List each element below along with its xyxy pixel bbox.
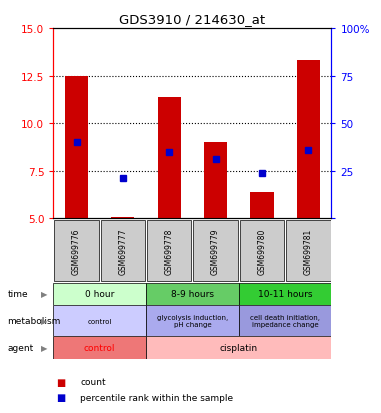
Text: cell death initiation,
impedance change: cell death initiation, impedance change (250, 315, 320, 328)
Text: GSM699781: GSM699781 (304, 228, 313, 274)
Text: ▶: ▶ (40, 290, 47, 299)
Bar (158, 97, 181, 219)
Text: ■: ■ (56, 377, 66, 387)
Text: agent: agent (8, 344, 34, 352)
Bar (239, 306, 331, 337)
Text: ▶: ▶ (40, 344, 47, 352)
Bar (111, 217, 134, 219)
Text: glycolysis induction,
pH change: glycolysis induction, pH change (157, 315, 228, 328)
Bar (146, 283, 239, 306)
Bar (146, 306, 239, 337)
Text: GSM699776: GSM699776 (72, 228, 81, 274)
Text: ▶: ▶ (40, 317, 47, 325)
Bar (53, 337, 146, 359)
Title: GDS3910 / 214630_at: GDS3910 / 214630_at (119, 13, 266, 26)
Bar (53, 283, 146, 306)
Bar (239, 283, 331, 306)
Text: cisplatin: cisplatin (220, 344, 258, 352)
Bar (101, 220, 145, 282)
Bar (250, 192, 274, 219)
Text: percentile rank within the sample: percentile rank within the sample (80, 393, 233, 402)
Text: GSM699778: GSM699778 (165, 228, 174, 274)
Bar (54, 220, 99, 282)
Text: 10-11 hours: 10-11 hours (258, 290, 312, 299)
Text: GSM699777: GSM699777 (118, 228, 127, 274)
Text: metabolism: metabolism (8, 317, 61, 325)
Bar (53, 306, 146, 337)
Text: time: time (8, 290, 28, 299)
Text: control: control (88, 318, 112, 324)
Bar (193, 220, 238, 282)
Bar (286, 220, 331, 282)
Text: control: control (84, 344, 115, 352)
Bar (147, 220, 192, 282)
Text: GSM699779: GSM699779 (211, 228, 220, 274)
Bar (240, 220, 284, 282)
Text: ■: ■ (56, 392, 66, 402)
Bar (204, 143, 227, 219)
Bar (65, 76, 88, 219)
Text: 0 hour: 0 hour (85, 290, 114, 299)
Bar (146, 337, 331, 359)
Text: 8-9 hours: 8-9 hours (171, 290, 214, 299)
Text: GSM699780: GSM699780 (258, 228, 266, 274)
Bar (297, 61, 320, 219)
Text: count: count (80, 377, 106, 387)
